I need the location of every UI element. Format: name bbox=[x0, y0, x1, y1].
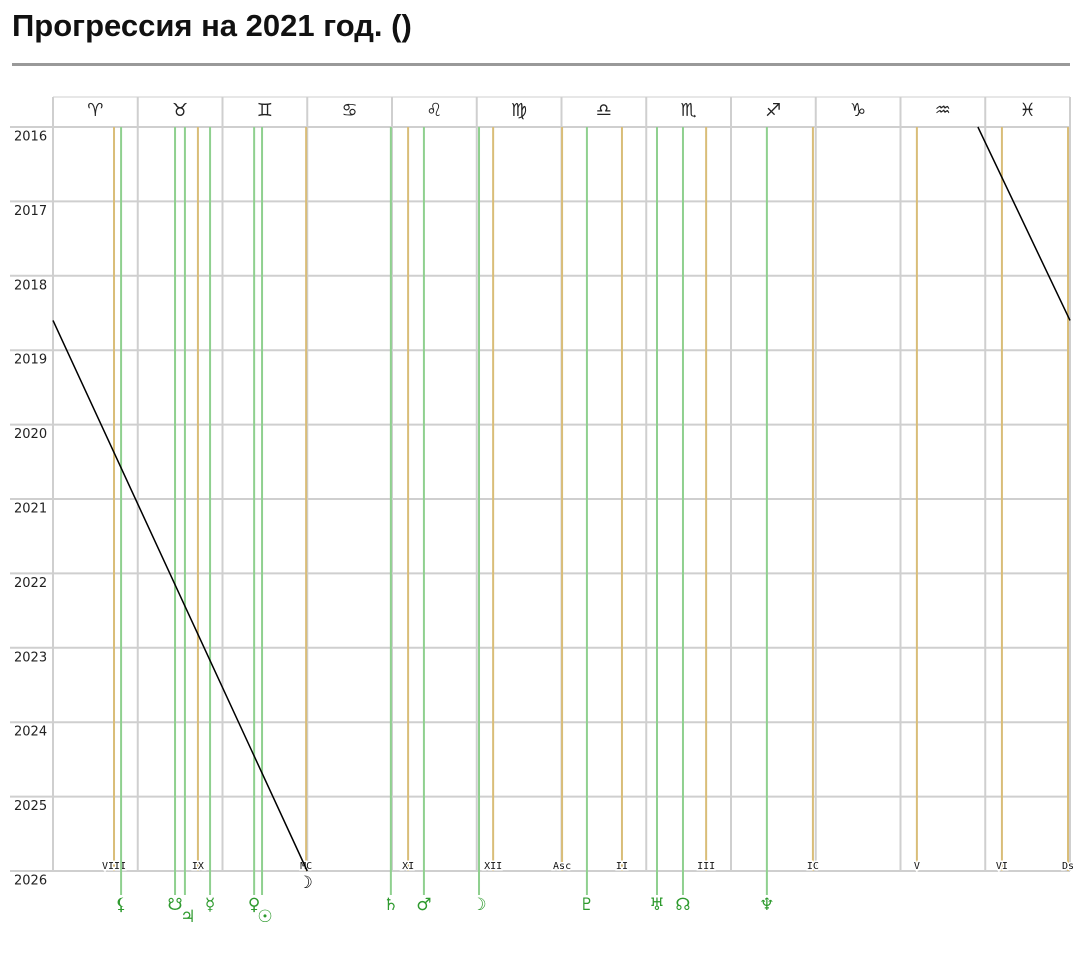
y-tick-label: 2016 bbox=[14, 130, 47, 145]
sign-label: ♋ bbox=[342, 100, 358, 121]
planet-label: ♃ bbox=[180, 907, 195, 927]
sign-label: ♓ bbox=[1020, 100, 1036, 121]
y-tick-label: 2026 bbox=[14, 874, 47, 889]
sign-label: ♊ bbox=[257, 100, 273, 121]
y-tick-label: 2022 bbox=[14, 576, 47, 591]
divider bbox=[12, 63, 1070, 66]
planet-label: ♂ bbox=[416, 895, 431, 915]
cusp-label: XI bbox=[402, 861, 414, 872]
sign-label: ♑ bbox=[850, 100, 866, 121]
planet-label: ☊ bbox=[675, 895, 690, 915]
planet-label: ♀ bbox=[248, 895, 260, 915]
sign-label: ♎ bbox=[596, 100, 612, 121]
planet-label: ♅ bbox=[649, 895, 664, 915]
sign-label: ♉ bbox=[172, 100, 188, 121]
y-tick-label: 2021 bbox=[14, 502, 47, 517]
planet-label: ☉ bbox=[257, 907, 272, 927]
cusp-label: IX bbox=[192, 861, 204, 872]
sign-label: ♏ bbox=[681, 100, 697, 121]
planet-label: ♆ bbox=[759, 895, 774, 915]
planet-label: ☽ bbox=[471, 895, 486, 915]
page-title: Прогрессия на 2021 год. () bbox=[12, 8, 412, 43]
planet-label: ☿ bbox=[205, 895, 215, 915]
cusp-label: VI bbox=[996, 861, 1008, 872]
planet-label: ⚸ bbox=[115, 895, 127, 915]
moon-path bbox=[52, 126, 1071, 872]
sign-label: ♍ bbox=[511, 100, 527, 121]
planet-label: ♄ bbox=[383, 895, 398, 915]
sign-label: ♈ bbox=[87, 100, 103, 121]
y-tick-label: 2024 bbox=[14, 725, 47, 740]
cusp-label: III bbox=[697, 861, 715, 872]
y-tick-label: 2017 bbox=[14, 204, 47, 219]
sign-label: ♒ bbox=[935, 100, 951, 121]
y-tick-label: 2020 bbox=[14, 427, 47, 442]
cusp-label: Asc bbox=[553, 861, 571, 872]
y-tick-label: 2025 bbox=[14, 799, 47, 814]
y-tick-label: 2018 bbox=[14, 278, 47, 293]
planet-label: ☋ bbox=[167, 895, 182, 915]
cusp-label: MC bbox=[300, 861, 312, 872]
y-tick-label: 2023 bbox=[14, 650, 47, 665]
planet-label: ♇ bbox=[579, 895, 594, 915]
y-tick-label: 2019 bbox=[14, 353, 47, 368]
cusp-label: XII bbox=[484, 861, 502, 872]
cusp-label: Ds bbox=[1062, 861, 1074, 872]
sign-label: ♐ bbox=[765, 100, 781, 121]
cusp-label: V bbox=[914, 861, 920, 872]
sign-label: ♌ bbox=[426, 100, 442, 121]
cusp-label: VIII bbox=[102, 861, 126, 872]
moon-label: ☽ bbox=[298, 873, 313, 893]
cusp-label: IC bbox=[807, 861, 819, 872]
cusp-label: II bbox=[616, 861, 628, 872]
